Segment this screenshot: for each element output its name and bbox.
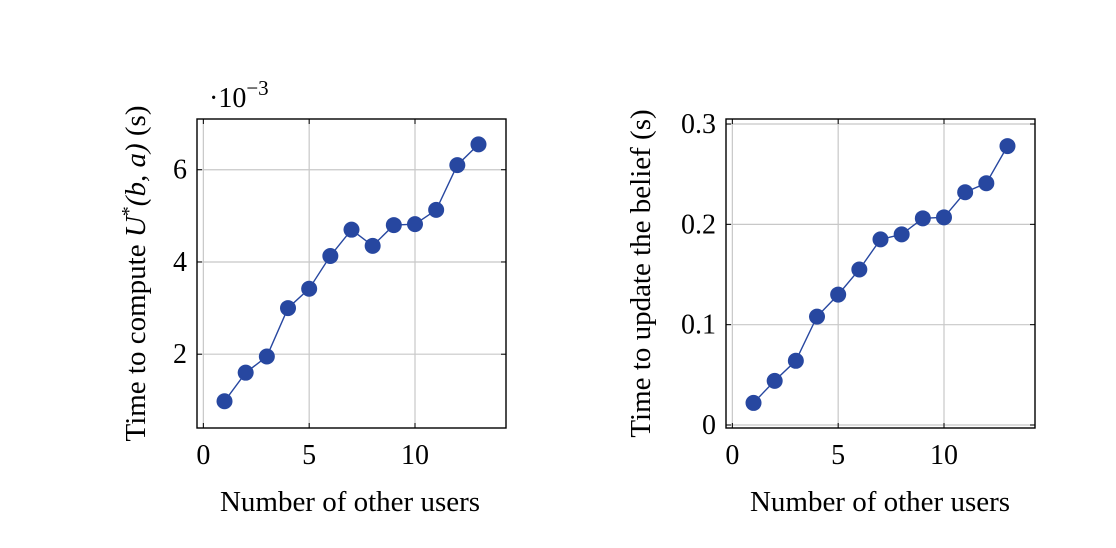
x-tick-label: 0	[196, 440, 210, 471]
data-point	[237, 364, 254, 381]
data-point	[957, 184, 974, 201]
data-point	[470, 136, 487, 153]
y-axis-label-part: Time to compute	[120, 237, 152, 441]
x-tick-label: 10	[930, 440, 958, 471]
y-tick-label: 4	[173, 247, 187, 278]
x-tick-label: 0	[725, 440, 739, 471]
data-point	[258, 348, 275, 365]
x-axis-label: Number of other users	[220, 486, 480, 518]
plot-frame	[725, 118, 1036, 429]
data-point	[280, 300, 297, 317]
data-point	[343, 221, 360, 238]
data-point	[364, 237, 381, 254]
x-tick-label: 10	[401, 440, 429, 471]
data-point	[851, 261, 868, 278]
data-point	[999, 138, 1016, 155]
y-axis-label-part: (s)	[120, 106, 152, 144]
plot-frame	[196, 118, 507, 429]
data-point	[428, 201, 445, 218]
y-tick-label: 0.3	[681, 109, 716, 140]
y-axis-label: Time to update the belief (s)	[625, 109, 657, 437]
data-point	[449, 157, 466, 174]
data-point	[787, 352, 804, 369]
y-axis-label-part: (b, a)	[120, 143, 152, 206]
x-tick-label: 5	[302, 440, 316, 471]
data-point	[406, 216, 423, 233]
y-tick-label: 6	[173, 155, 187, 186]
data-point	[893, 226, 910, 243]
data-point	[914, 210, 931, 227]
data-point	[766, 372, 783, 389]
data-point	[322, 247, 339, 264]
y-multiplier-label: ·10−3	[209, 76, 269, 114]
data-point	[830, 286, 847, 303]
chart-compute-time: 0 5 10 2 4 6 Number of other users Time to comp…	[118, 76, 507, 518]
data-point	[978, 175, 995, 192]
chart-belief-update-time: 0 5 10 0 0.1 0.2 0.3 Number of other users Time …	[625, 109, 1036, 518]
x-axis-label: Number of other users	[750, 486, 1010, 518]
y-multiplier-base: ·10	[209, 83, 246, 114]
y-axis-label: Time to compute U*(b, a) (s)	[118, 106, 152, 442]
y-axis-label-part: *	[118, 206, 140, 216]
data-point	[385, 217, 402, 234]
x-tick-label: 5	[831, 440, 845, 471]
data-point	[216, 393, 233, 410]
data-point	[935, 209, 952, 226]
y-tick-label: 0	[702, 410, 716, 441]
y-axis-label-part: U	[120, 214, 152, 237]
y-tick-label: 2	[173, 339, 187, 370]
y-multiplier-exponent: −3	[246, 76, 268, 100]
data-point	[872, 231, 889, 248]
data-point	[301, 280, 318, 297]
data-point	[809, 308, 826, 325]
data-point	[745, 394, 762, 411]
y-tick-label: 0.1	[681, 310, 716, 341]
y-tick-label: 0.2	[681, 209, 716, 240]
